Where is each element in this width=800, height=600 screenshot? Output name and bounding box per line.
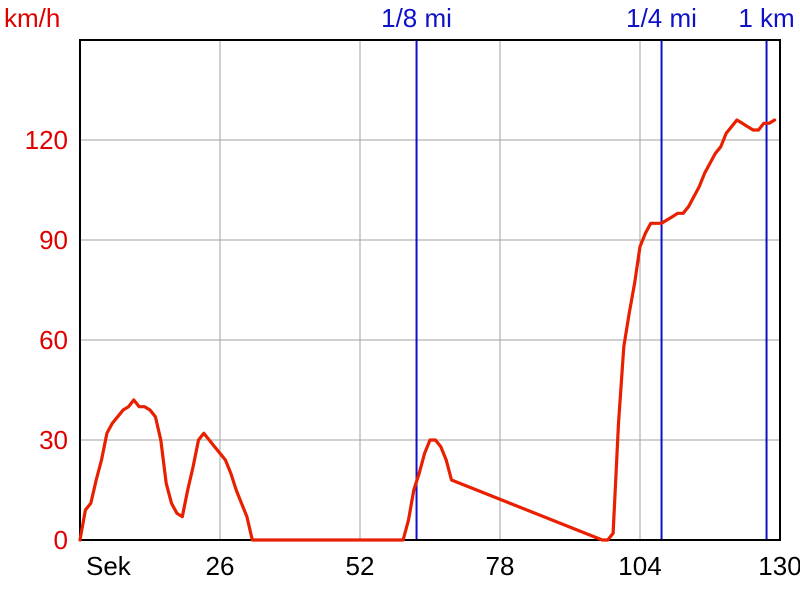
y-tick-label: 120 [25, 125, 68, 155]
x-tick-label: 26 [206, 551, 235, 581]
x-tick-label: 78 [486, 551, 515, 581]
y-tick-label: 60 [39, 325, 68, 355]
distance-markers: 1/8 mi 1/4 mi 1 km [381, 3, 795, 540]
distance-marker-label: 1/8 mi [381, 3, 452, 33]
x-tick-label: 52 [346, 551, 375, 581]
grid-lines [80, 40, 780, 540]
x-axis-label: Sek [86, 551, 132, 581]
y-tick-label: 90 [39, 225, 68, 255]
y-axis-unit-label: km/h [4, 3, 60, 33]
y-tick-labels: 0 30 60 90 120 [25, 125, 68, 555]
plot-frame [79, 39, 781, 541]
x-tick-label: 104 [618, 551, 661, 581]
x-tick-labels: 26 52 78 104 130 [206, 551, 800, 581]
distance-marker-label: 1/4 mi [626, 3, 697, 33]
y-tick-label: 0 [54, 525, 68, 555]
distance-marker-label: 1 km [738, 3, 794, 33]
y-tick-label: 30 [39, 425, 68, 455]
x-tick-label: 130 [758, 551, 800, 581]
speed-series-line [78, 118, 777, 542]
